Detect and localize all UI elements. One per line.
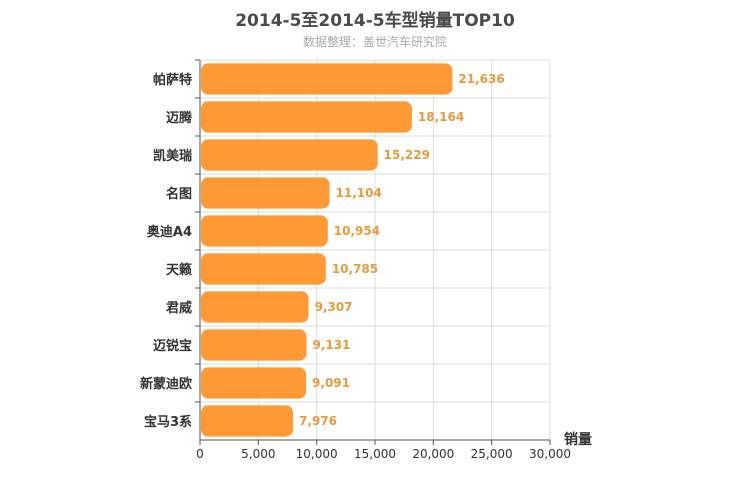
bar[interactable] bbox=[201, 329, 307, 361]
bar[interactable] bbox=[201, 177, 330, 209]
grid-lines bbox=[200, 59, 551, 441]
bar[interactable] bbox=[201, 63, 453, 95]
data-label: 10,954 bbox=[334, 224, 380, 238]
category-label: 凯美瑞 bbox=[153, 148, 192, 164]
category-label: 奥迪A4 bbox=[147, 224, 192, 240]
chart-subtitle: 数据整理：盖世汽车研究院 bbox=[302, 35, 447, 49]
bar[interactable] bbox=[201, 139, 378, 171]
data-label: 9,307 bbox=[315, 300, 353, 314]
data-label: 9,131 bbox=[313, 338, 351, 352]
data-label: 21,636 bbox=[458, 72, 504, 86]
x-tick-label: 10,000 bbox=[296, 447, 338, 461]
category-label: 迈锐宝 bbox=[153, 338, 192, 354]
x-axis: 0 5,000 10,000 15,000 20,000 25,000 30,000 bbox=[196, 439, 571, 461]
bar[interactable] bbox=[201, 405, 294, 437]
data-label: 18,164 bbox=[418, 110, 464, 124]
bar[interactable] bbox=[201, 101, 412, 133]
chart-title: 2014-5至2014-5车型销量TOP10 bbox=[235, 11, 515, 31]
bar[interactable] bbox=[201, 291, 309, 323]
x-tick-label: 0 bbox=[196, 447, 204, 461]
data-label: 10,785 bbox=[332, 262, 378, 276]
bar[interactable] bbox=[201, 215, 328, 247]
x-axis-title: 销量 bbox=[564, 431, 592, 448]
x-tick-label: 20,000 bbox=[412, 447, 454, 461]
x-tick-label: 30,000 bbox=[529, 447, 571, 461]
data-label: 7,976 bbox=[299, 414, 337, 428]
category-label: 名图 bbox=[166, 186, 192, 202]
data-label: 11,104 bbox=[336, 186, 382, 200]
x-tick-label: 15,000 bbox=[354, 447, 396, 461]
data-label: 15,229 bbox=[384, 148, 430, 162]
data-label: 9,091 bbox=[312, 376, 350, 390]
x-tick-label: 5,000 bbox=[241, 447, 275, 461]
x-tick-label: 25,000 bbox=[471, 447, 513, 461]
category-label: 君威 bbox=[166, 300, 192, 316]
category-label: 帕萨特 bbox=[153, 72, 192, 88]
category-label: 新蒙迪欧 bbox=[140, 376, 192, 392]
category-label: 天籁 bbox=[166, 262, 192, 278]
bar-series bbox=[201, 63, 453, 437]
bar[interactable] bbox=[201, 367, 307, 399]
bar[interactable] bbox=[201, 253, 326, 285]
category-label: 宝马3系 bbox=[144, 414, 192, 430]
category-label: 迈腾 bbox=[166, 110, 193, 126]
data-labels: 21,636 18,164 15,229 11,104 10,954 10,785 9,30… bbox=[299, 72, 505, 428]
